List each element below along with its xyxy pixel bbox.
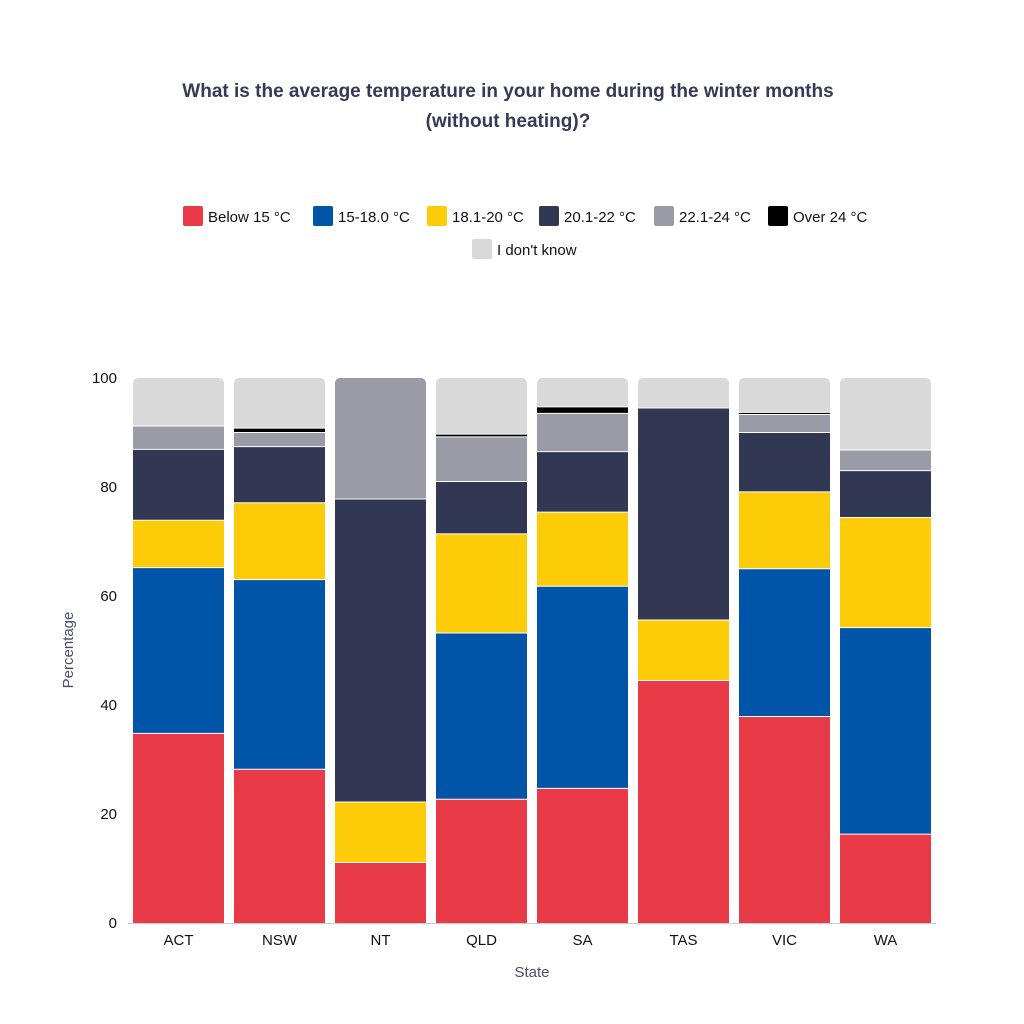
bar-tas-20-1-22-c (638, 407, 729, 620)
legend-label: 15-18.0 °C (338, 209, 410, 226)
bar-tas-i-don-t-know (638, 378, 729, 408)
bar-nsw-22-1-24-c (234, 432, 325, 447)
bar-qld-i-don-t-know (436, 378, 527, 435)
bar-nt-22-1-24-c (335, 378, 426, 499)
chart-title-line-2: (without heating)? (426, 111, 591, 132)
legend-item-i-don-t-know[interactable]: I don't know (472, 239, 577, 259)
bar-nt-below-15-c (335, 862, 426, 923)
bar-vic-below-15-c (739, 716, 830, 923)
y-tick-label: 100 (92, 370, 117, 387)
legend-swatch (472, 239, 492, 259)
bar-vic-20-1-22-c (739, 432, 830, 492)
legend-label: 22.1-24 °C (679, 209, 751, 226)
x-axis-title: State (514, 964, 549, 981)
legend-swatch (539, 206, 559, 226)
bar-stack-qld (436, 378, 527, 923)
bar-nsw-over-24-c (234, 428, 325, 433)
bar-qld-below-15-c (436, 799, 527, 923)
bar-qld-over-24-c (436, 434, 527, 437)
y-axis-title: Percentage (60, 612, 77, 689)
y-tick-label: 20 (100, 806, 117, 823)
bar-qld-22-1-24-c (436, 436, 527, 482)
legend-swatch (768, 206, 788, 226)
bar-stack-nt (335, 378, 426, 923)
x-tick-label: NT (371, 932, 391, 949)
bar-sa-below-15-c (537, 788, 628, 923)
bar-vic-18-1-20-c (739, 491, 830, 569)
legend-label: Over 24 °C (793, 209, 868, 226)
bar-vic-over-24-c (739, 412, 830, 415)
y-tick-label: 80 (100, 479, 117, 496)
bar-nsw-18-1-20-c (234, 502, 325, 580)
bar-wa-20-1-22-c (840, 470, 931, 518)
bar-act-below-15-c (133, 733, 224, 923)
bar-stack-vic (739, 378, 830, 923)
legend-swatch (427, 206, 447, 226)
bar-qld-18-1-20-c (436, 533, 527, 634)
bar-nsw-i-don-t-know (234, 378, 325, 429)
bar-nsw-15-18-0-c (234, 579, 325, 770)
legend-item-15-18-0-c[interactable]: 15-18.0 °C (313, 206, 410, 226)
x-tick-label: TAS (669, 932, 697, 949)
bar-wa-i-don-t-know (840, 378, 931, 450)
bar-nsw-below-15-c (234, 769, 325, 923)
bar-stack-sa (537, 378, 628, 923)
chart-title-line-1: What is the average temperature in your … (182, 81, 833, 102)
bar-sa-over-24-c (537, 406, 628, 414)
bar-sa-22-1-24-c (537, 413, 628, 452)
bar-qld-20-1-22-c (436, 481, 527, 534)
x-tick-label: WA (874, 932, 898, 949)
bar-act-18-1-20-c (133, 520, 224, 568)
plot-area: 0 20 40 60 80 100 ACT NSW NT QLD SA TAS VIC WA (92, 370, 936, 949)
bar-stack-wa (840, 378, 931, 923)
bar-sa-15-18-0-c (537, 586, 628, 789)
x-tick-label: VIC (772, 932, 797, 949)
legend-item-22-1-24-c[interactable]: 22.1-24 °C (654, 206, 751, 226)
bar-tas-below-15-c (638, 680, 729, 923)
y-tick-label: 60 (100, 588, 117, 605)
legend-item-over-24-c[interactable]: Over 24 °C (768, 206, 868, 226)
bar-act-20-1-22-c (133, 449, 224, 521)
legend-label: Below 15 °C (208, 209, 291, 226)
bar-vic-15-18-0-c (739, 568, 830, 717)
bar-stack-nsw (234, 378, 325, 923)
bar-nt-18-1-20-c (335, 802, 426, 863)
bar-stack-act (133, 378, 224, 923)
bar-sa-i-don-t-know (537, 378, 628, 407)
legend: Below 15 °C 15-18.0 °C 18.1-20 °C 20.1-22 °… (183, 206, 868, 259)
bar-sa-18-1-20-c (537, 512, 628, 587)
legend-swatch (183, 206, 203, 226)
bar-act-22-1-24-c (133, 425, 224, 450)
bar-nt-20-1-22-c (335, 498, 426, 803)
bar-stack-tas (638, 378, 729, 923)
bar-wa-22-1-24-c (840, 449, 931, 471)
y-tick-label: 40 (100, 697, 117, 714)
x-tick-label: QLD (466, 932, 497, 949)
legend-item-18-1-20-c[interactable]: 18.1-20 °C (427, 206, 524, 226)
legend-item-20-1-22-c[interactable]: 20.1-22 °C (539, 206, 636, 226)
bar-wa-18-1-20-c (840, 517, 931, 628)
legend-label: 18.1-20 °C (452, 209, 524, 226)
bar-sa-20-1-22-c (537, 451, 628, 513)
legend-swatch (313, 206, 333, 226)
bar-vic-22-1-24-c (739, 414, 830, 433)
legend-swatch (654, 206, 674, 226)
bar-act-i-don-t-know (133, 378, 224, 426)
x-tick-label: ACT (164, 932, 194, 949)
bar-nsw-20-1-22-c (234, 446, 325, 503)
x-tick-label: NSW (262, 932, 298, 949)
x-tick-label: SA (572, 932, 592, 949)
bar-wa-below-15-c (840, 834, 931, 923)
legend-item-below-15-c[interactable]: Below 15 °C (183, 206, 291, 226)
legend-label: 20.1-22 °C (564, 209, 636, 226)
bar-wa-15-18-0-c (840, 627, 931, 835)
bar-vic-i-don-t-know (739, 378, 830, 413)
bar-act-15-18-0-c (133, 567, 224, 734)
bar-tas-18-1-20-c (638, 619, 729, 681)
bar-qld-15-18-0-c (436, 633, 527, 800)
legend-label: I don't know (497, 242, 577, 259)
y-tick-label: 0 (109, 915, 117, 932)
